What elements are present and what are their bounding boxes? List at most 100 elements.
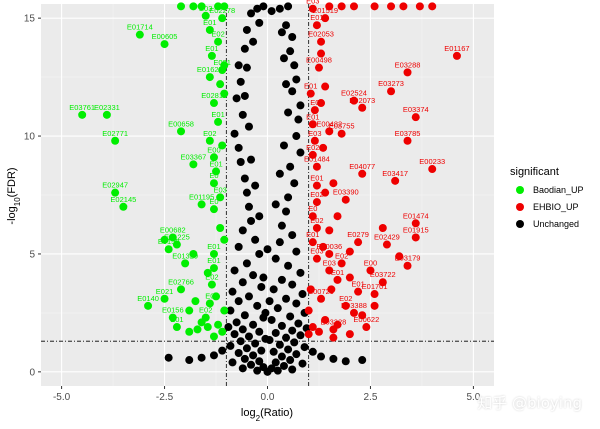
point-baodian-up — [220, 2, 229, 11]
point-unchanged — [218, 346, 227, 355]
point-unchanged — [240, 174, 249, 183]
point-ehbio-up — [341, 301, 350, 310]
point-label-e02: E02 — [335, 251, 348, 260]
point-baodian-up — [111, 188, 120, 197]
point-ehbio-up — [314, 327, 323, 336]
point-label-e0: E0 — [205, 291, 214, 300]
y-tick-label: 5 — [29, 249, 35, 260]
point-unchanged — [228, 287, 237, 296]
point-unchanged — [288, 280, 297, 289]
point-baodian-up — [205, 299, 214, 308]
point-unchanged — [259, 273, 268, 282]
point-baodian-up — [212, 292, 221, 301]
point-unchanged — [247, 9, 256, 18]
point-label-e03328: E03328 — [320, 317, 346, 326]
point-unchanged — [224, 323, 233, 332]
point-ehbio-up — [325, 266, 334, 275]
point-label-e01701: E01701 — [362, 282, 388, 291]
point-unchanged — [273, 304, 282, 313]
point-unchanged — [292, 132, 301, 141]
point-label-e01: E01 — [304, 82, 317, 91]
point-unchanged — [230, 330, 239, 339]
point-ehbio-up — [312, 21, 321, 30]
point-label-e01625: E01625 — [197, 65, 223, 74]
point-unchanged — [275, 4, 284, 13]
point-baodian-up — [189, 160, 198, 169]
point-unchanged — [255, 249, 264, 258]
point-label-e02053: E02053 — [308, 30, 334, 39]
point-label-e0159: E0159 — [158, 237, 180, 246]
point-label-e01: E01 — [207, 256, 220, 265]
point-ehbio-up — [411, 113, 420, 122]
point-baodian-up — [220, 61, 229, 70]
y-axis-title: -log10(FDR) — [6, 167, 22, 224]
point-baodian-up — [160, 235, 169, 244]
point-ehbio-up — [378, 224, 387, 233]
point-labels: E03761E02331E02771E02947E02145E01714E006… — [69, 0, 469, 326]
point-unchanged — [226, 306, 235, 315]
point-ehbio-up — [387, 2, 396, 11]
point-ehbio-up — [310, 136, 319, 145]
point-unchanged — [234, 242, 243, 251]
point-unchanged — [300, 343, 309, 352]
point-unchanged — [275, 340, 284, 349]
point-label-e01: E01 — [306, 112, 319, 121]
point-label-e0: E0 — [209, 171, 218, 180]
point-unchanged — [284, 261, 293, 270]
y-axis-title-pre: -log — [6, 206, 18, 224]
point-ehbio-up — [399, 2, 408, 11]
point-label-e02: E02 — [306, 143, 319, 152]
point-ehbio-up — [308, 4, 317, 13]
point-label-e01: E01 — [205, 44, 218, 53]
point-ehbio-up — [391, 176, 400, 185]
point-label-e02: E02 — [203, 129, 216, 138]
point-baodian-up — [220, 235, 229, 244]
point-unchanged — [265, 297, 274, 306]
point-ehbio-up — [337, 2, 346, 11]
point-ehbio-up — [411, 219, 420, 228]
point-unchanged — [249, 320, 258, 329]
point-baodian-up — [216, 224, 225, 233]
point-ehbio-up — [304, 330, 313, 339]
point-unchanged — [298, 359, 307, 368]
y-axis-title-sub: 10 — [13, 197, 22, 206]
point-baodian-up — [216, 193, 225, 202]
y-axis-title-rest: (FDR) — [6, 167, 18, 197]
point-label-e02073: E02073 — [349, 96, 375, 105]
point-label-e02524: E02524 — [341, 89, 367, 98]
point-label-e01915: E01915 — [403, 225, 429, 234]
point-baodian-up — [214, 37, 223, 46]
point-ehbio-up — [337, 129, 346, 138]
point-label-e01: E01 — [351, 280, 364, 289]
point-baodian-up — [209, 332, 218, 341]
point-unchanged — [296, 268, 305, 277]
point-ehbio-up — [428, 165, 437, 174]
point-baodian-up — [197, 200, 206, 209]
point-ehbio-up — [349, 308, 358, 317]
point-ehbio-up — [321, 14, 330, 23]
point-label-e01: E01 — [310, 13, 323, 22]
point-label-e00482: E00482 — [316, 119, 342, 128]
point-unchanged — [242, 344, 251, 353]
point-unchanged — [232, 94, 241, 103]
point-label-e01: E01 — [211, 110, 224, 119]
point-ehbio-up — [329, 179, 338, 188]
point-unchanged — [286, 162, 295, 171]
point-label-e00682: E00682 — [160, 225, 186, 234]
point-ehbio-up — [403, 136, 412, 145]
point-unchanged — [240, 311, 249, 320]
point-unchanged — [247, 155, 256, 164]
point-unchanged — [317, 352, 326, 361]
point-baodian-up — [209, 99, 218, 108]
point-baodian-up — [191, 297, 200, 306]
point-label-e03: E03 — [213, 185, 226, 194]
x-tick-label: 2.5 — [364, 392, 378, 403]
point-ehbio-up — [319, 242, 328, 251]
point-ehbio-up — [304, 306, 313, 315]
point-unchanged — [234, 297, 243, 306]
point-unchanged — [271, 254, 280, 263]
point-unchanged — [296, 148, 305, 157]
point-label-e0279: E0279 — [347, 230, 369, 239]
point-unchanged — [238, 226, 247, 235]
point-unchanged — [277, 352, 286, 361]
